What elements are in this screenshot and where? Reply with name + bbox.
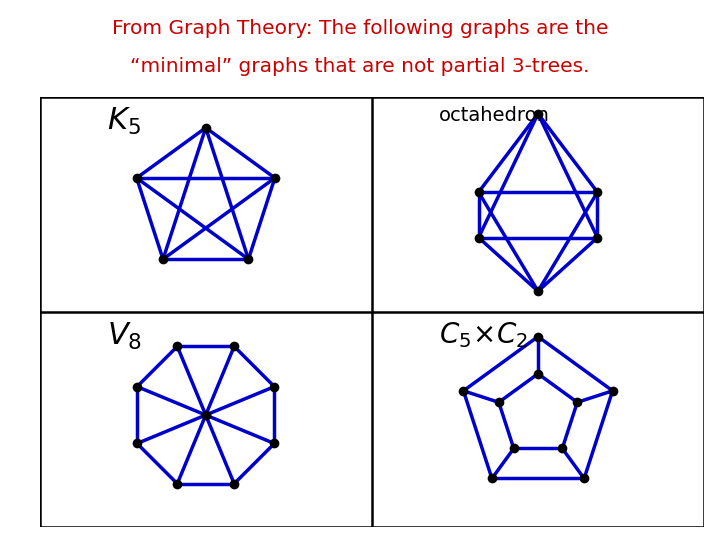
Text: “minimal” graphs that are not partial 3-trees.: “minimal” graphs that are not partial 3-…	[130, 57, 590, 76]
Text: $V_8$: $V_8$	[107, 320, 142, 352]
Text: $C_5\!\times\!C_2$: $C_5\!\times\!C_2$	[439, 320, 528, 350]
Text: From Graph Theory: The following graphs are the: From Graph Theory: The following graphs …	[112, 19, 608, 38]
Text: octahedron: octahedron	[439, 106, 550, 125]
Text: $K_5$: $K_5$	[107, 106, 140, 137]
